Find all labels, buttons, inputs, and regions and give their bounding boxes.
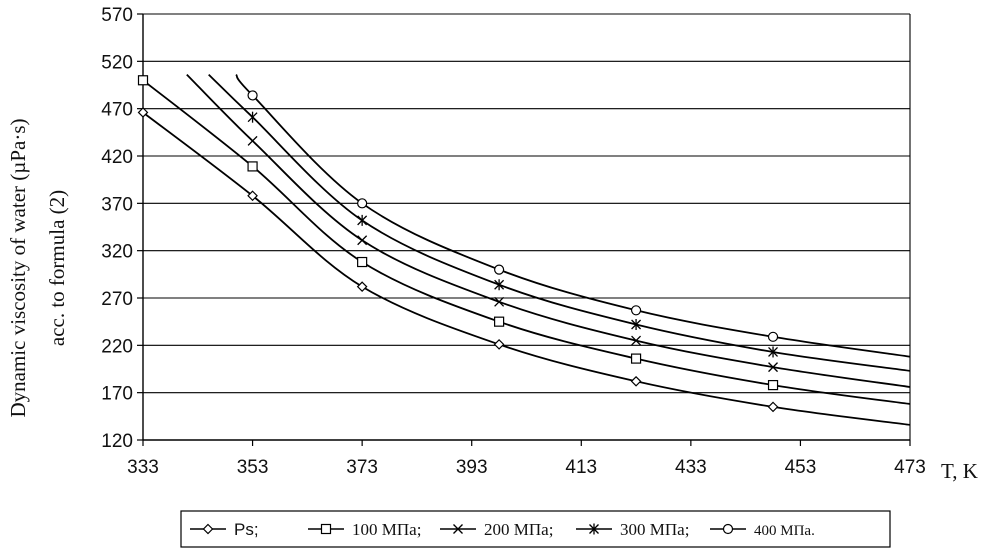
series-4-point-5 <box>767 331 779 342</box>
series-4-point-4 <box>630 305 642 316</box>
y-tick-label-220: 220 <box>101 336 133 357</box>
series-3-point-4 <box>631 319 642 331</box>
legend-marker-0 <box>202 523 214 535</box>
legend-label-4: 400 МПа. <box>754 523 815 539</box>
series-line-4 <box>235 74 911 358</box>
series-3-point-3 <box>494 279 505 291</box>
x-tick-label-353: 353 <box>237 457 269 478</box>
x-tick-label-373: 373 <box>346 457 378 478</box>
x-tick-label-393: 393 <box>456 457 488 478</box>
tick-labels: 120 170 220 270 320 370 420 470 520 570 333 353 373 3… <box>101 5 926 478</box>
y-tick-label-420: 420 <box>101 147 133 168</box>
series-4-point-1 <box>247 90 258 101</box>
series-0-point-0 <box>137 107 149 118</box>
x-tick-label-433: 433 <box>675 457 707 478</box>
legend-label-2: 200 МПа; <box>484 520 553 539</box>
series-1-point-4 <box>630 353 642 364</box>
series-1-point-5 <box>767 379 779 391</box>
series-3-point-2 <box>357 214 368 226</box>
y-axis-title-line2: acc. to formula (2) <box>45 190 69 346</box>
y-tick-label-370: 370 <box>101 194 133 215</box>
legend-label-0: Ps; <box>234 520 259 539</box>
legend-marker-4 <box>722 523 734 535</box>
y-tick-label-570: 570 <box>101 5 133 26</box>
gridlines <box>143 13 910 441</box>
series-4-point-2 <box>357 198 368 209</box>
y-tick-label-520: 520 <box>101 52 133 73</box>
x-tick-label-453: 453 <box>785 457 817 478</box>
series-2-point-1 <box>247 135 258 146</box>
y-axis-title-line1: Dynamic viscosity of water (µPa·s) <box>6 118 30 417</box>
series-2-point-5 <box>768 362 778 373</box>
y-tick-label-170: 170 <box>101 384 133 405</box>
legend-label-3: 300 МПа; <box>620 520 689 539</box>
series-2-point-3 <box>494 296 505 307</box>
series-line-0 <box>142 111 911 426</box>
legend-box <box>180 510 891 548</box>
x-tick-label-473: 473 <box>894 457 926 478</box>
series-4-point-3 <box>494 264 505 275</box>
y-tick-label-470: 470 <box>101 100 133 121</box>
x-tick-label-333: 333 <box>127 457 159 478</box>
legend: Ps; 100 МПа; 200 МПа; 300 МПа; 400 МПа. <box>180 510 891 548</box>
series-curves <box>142 73 911 426</box>
legend-marker-3 <box>589 523 599 535</box>
series-markers <box>137 75 779 413</box>
y-tick-label-120: 120 <box>101 431 133 452</box>
legend-marker-1 <box>320 523 332 535</box>
series-2-point-2 <box>357 235 368 246</box>
series-2-point-4 <box>631 335 642 346</box>
legend-marker-2 <box>453 524 463 534</box>
series-1-point-3 <box>494 316 505 327</box>
y-tick-label-270: 270 <box>101 289 133 310</box>
series-1-point-1 <box>247 161 258 172</box>
series-3-point-5 <box>768 346 778 358</box>
series-0-point-5 <box>767 401 779 413</box>
series-0-point-3 <box>493 339 505 350</box>
series-line-2 <box>186 73 911 388</box>
series-1-point-0 <box>137 75 149 86</box>
legend-label-1: 100 МПа; <box>352 520 421 539</box>
series-0-point-2 <box>356 281 368 292</box>
series-0-point-1 <box>247 190 258 202</box>
series-1-point-2 <box>357 256 368 268</box>
y-tick-label-320: 320 <box>101 242 133 263</box>
axes <box>137 13 911 446</box>
x-axis-title: T, K <box>941 459 978 483</box>
series-3-point-1 <box>247 111 258 123</box>
x-tick-label-413: 413 <box>565 457 597 478</box>
series-0-point-4 <box>630 375 642 387</box>
